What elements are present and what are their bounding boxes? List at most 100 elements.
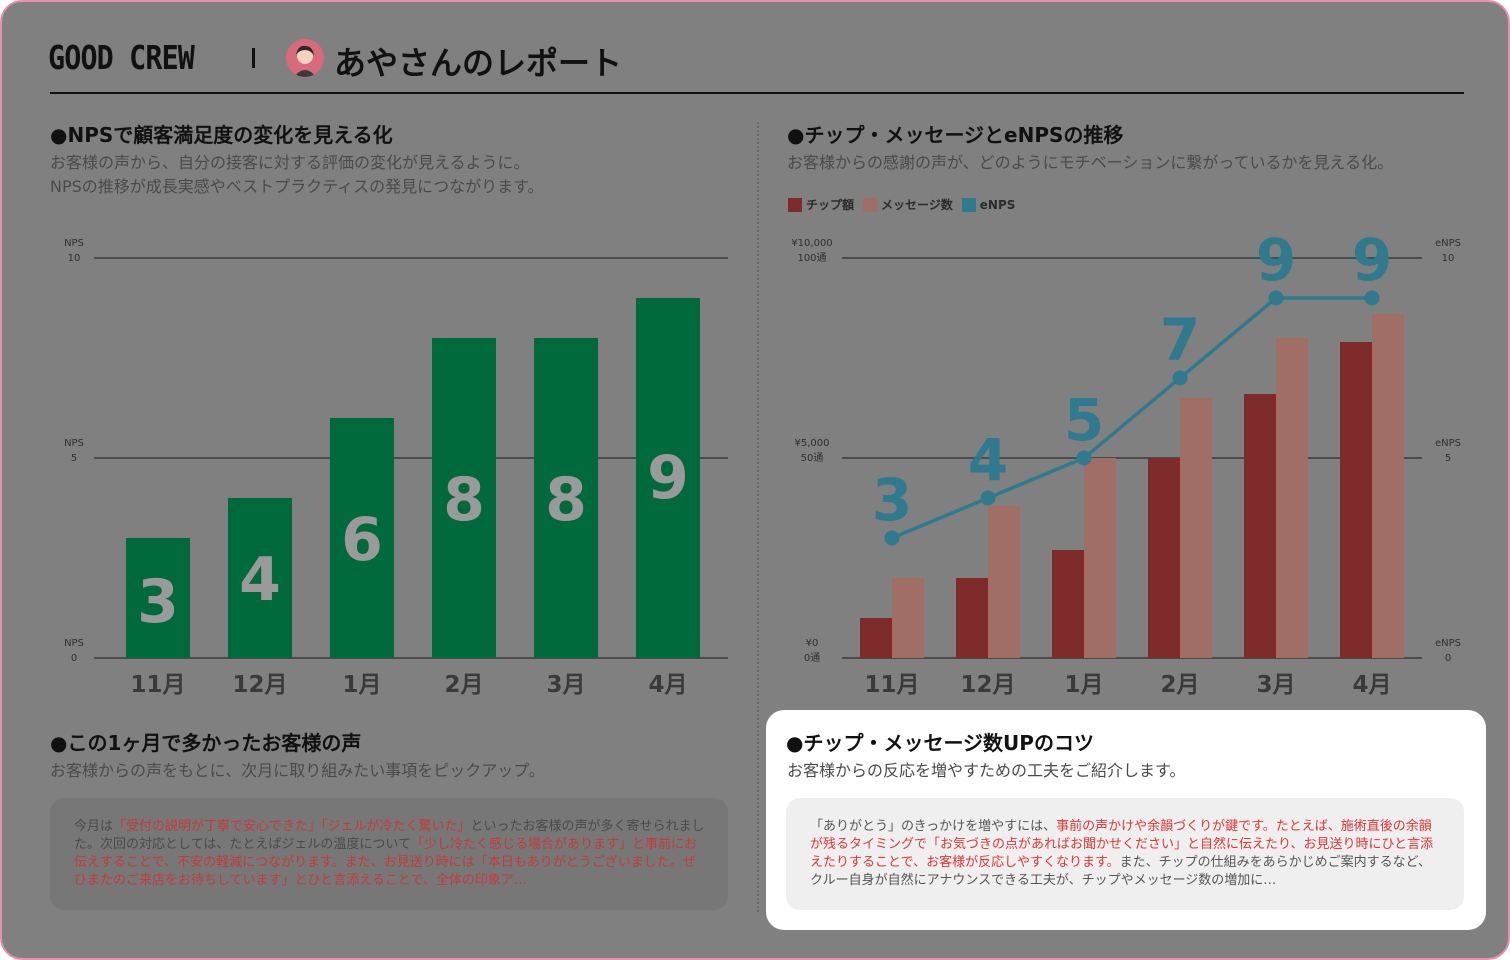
message-count-bar (1084, 458, 1116, 658)
nps-section-subtitle-1: お客様の声から、自分の接客に対する評価の変化が見えるように。 (50, 153, 530, 172)
header-divider (50, 92, 1464, 94)
y-tick-label: NPS (64, 438, 84, 449)
y-tick-label: NPS (64, 638, 84, 649)
message-count-bar (892, 578, 924, 658)
legend-item-tips: チップ額 (788, 196, 854, 213)
enps-point (980, 490, 996, 506)
nps-bar-value: 6 (341, 505, 383, 575)
x-tick-label: 11月 (130, 672, 185, 698)
enps-value-label: 4 (968, 426, 1008, 494)
nps-bar (534, 338, 598, 658)
tips-trend-section-subtitle: お客様からの感謝の声が、どのようにモチベーションに繋がっているかを見える化。 (787, 153, 1394, 172)
nps-bar-value: 4 (239, 545, 281, 615)
nps-bar (432, 338, 496, 658)
voices-section-subtitle: お客様からの声をもとに、次月に取り組みたい事項をピックアップ。 (50, 761, 545, 780)
y2-tick-label: 0 (1445, 653, 1451, 664)
legend-item-enps: eNPS (961, 197, 1016, 212)
y2-tick-label: 10 (1442, 253, 1455, 264)
x-tick-label: 4月 (1352, 672, 1391, 698)
nps-section-title: ●NPSで顧客満足度の変化を見える化 (50, 123, 393, 147)
tips-section-subtitle: お客様からの反応を増やすための工夫をご紹介します。 (787, 761, 1186, 780)
legend-item-messages: メッセージ数 (863, 196, 953, 213)
enps-value-label: 3 (872, 466, 912, 534)
tip-text-segment: 事前の声かけや余韻づくりが鍵です。たとえば、施術直後の余韻が残るタイミングで「お… (810, 819, 1434, 870)
y2-tick-label: eNPS (1435, 438, 1461, 449)
tips-text: 「ありがとう」のきっかけを増やすには、事前の声かけや余韻づくりが鍵です。たとえば… (810, 818, 1442, 890)
nps-section-subtitle-2: NPSの推移が成長実感やベストプラクティスの発見につながります。 (50, 177, 544, 196)
tips-enps-chart: ¥10,000 100通 ¥5,000 50通 ¥0 0通 eNPS 10 eNPS 5 eNPS 0… (791, 226, 1461, 698)
chart-legend: チップ額 メッセージ数 eNPS (788, 196, 1024, 213)
enps-value-label: 7 (1160, 306, 1200, 374)
tips-card: 「ありがとう」のきっかけを増やすには、事前の声かけや余韻づくりが鍵です。たとえば… (786, 798, 1464, 910)
customer-voices-card: 今月は「受付の説明が丁寧で安心できた」「ジェルが冷たく驚いた」といったお客様の声… (50, 798, 728, 910)
x-tick-label: 12月 (960, 672, 1015, 698)
nps-bar-value: 9 (647, 443, 689, 513)
enps-point (1076, 450, 1092, 466)
voice-text-segment: といったお客様の声が多く寄せられました。次回の対応としては、たとえばジェルの温度… (74, 819, 705, 852)
x-tick-label: 12月 (232, 672, 287, 698)
legend-swatch (863, 197, 878, 212)
message-count-bar (1180, 398, 1212, 658)
tips-trend-section-title: ●チップ・メッセージとeNPSの推移 (787, 123, 1124, 147)
customer-voices-text: 今月は「受付の説明が丁寧で安心できた」「ジェルが冷たく驚いた」といったお客様の声… (74, 818, 706, 890)
tip-amount-bar (1052, 550, 1084, 658)
y2-tick-label: eNPS (1435, 638, 1461, 649)
enps-point (1268, 290, 1284, 306)
y-tick-label: 0 (71, 653, 77, 664)
enps-value-label: 5 (1064, 386, 1104, 454)
y-tick-label: 50通 (801, 452, 824, 464)
y2-tick-label: 5 (1445, 453, 1451, 464)
legend-label: チップ額 (806, 198, 855, 212)
tip-text-segment: 「ありがとう」のきっかけを増やすには、 (810, 819, 1057, 834)
nps-bar (330, 418, 394, 658)
legend-swatch (788, 197, 802, 212)
nps-bar-value: 3 (137, 567, 179, 637)
x-tick-label: 2月 (1160, 672, 1199, 698)
x-tick-label: 11月 (864, 672, 919, 698)
enps-value-label: 9 (1256, 226, 1296, 294)
nps-bar-value: 8 (545, 465, 587, 535)
message-count-bar (988, 506, 1020, 658)
tips-panel: ●チップ・メッセージ数UPのコツ お客様からの反応を増やすための工夫をご紹介しま… (766, 710, 1486, 930)
y-tick-label: ¥5,000 (795, 438, 830, 449)
y-tick-label: 5 (71, 453, 77, 464)
legend-label: メッセージ数 (881, 198, 953, 212)
tips-section-title: ●チップ・メッセージ数UPのコツ (786, 731, 1094, 755)
y-tick-label: 0通 (804, 652, 820, 664)
avatar (286, 39, 324, 77)
enps-point (1172, 370, 1188, 386)
tip-amount-bar (1244, 394, 1276, 658)
nps-bar (228, 498, 292, 658)
report-title: あやさんのレポート (334, 44, 623, 82)
voice-text-segment: 今月は (74, 819, 114, 834)
x-tick-label: 2月 (444, 672, 483, 698)
legend-swatch (961, 197, 976, 212)
enps-line (891, 296, 1372, 540)
x-tick-label: 1月 (342, 672, 381, 698)
tip-text-segment: また、チップの仕組みをあらかじめご案内するなど、クルー自身が自然にアナウンスでき… (810, 855, 1432, 888)
tip-amount-bar (860, 618, 892, 658)
legend-label: eNPS (979, 197, 1016, 212)
y-tick-label: 10 (68, 253, 81, 264)
y-tick-label: 100通 (797, 252, 826, 264)
y-tick-label: ¥0 (806, 638, 819, 649)
header-separator (252, 48, 255, 68)
y-tick-label: ¥10,000 (791, 238, 832, 249)
x-tick-label: 4月 (648, 672, 687, 698)
column-divider (757, 122, 759, 912)
nps-bar (126, 538, 190, 658)
x-tick-label: 1月 (1064, 672, 1103, 698)
nps-bar-chart: NPS 10 NPS 5 NPS 0 3 11月 4 12月 6 1月 8 2月 8 3月 9 4月 (64, 238, 728, 698)
x-tick-label: 3月 (1256, 672, 1295, 698)
y-tick-label: NPS (64, 238, 84, 249)
voices-section-title: ●この1ヶ月で多かったお客様の声 (50, 731, 362, 755)
message-count-bar (1372, 314, 1404, 658)
nps-bar-value: 8 (443, 465, 485, 535)
voice-text-segment: 「受付の説明が丁寧で安心できた」「ジェルが冷たく驚いた」 (113, 819, 471, 834)
tip-amount-bar (1148, 458, 1180, 658)
voice-text-segment: 「少し冷たく感じる場合があります」と事前にお伝えすることで、不安の軽減につながり… (74, 837, 697, 888)
enps-value-label: 9 (1352, 226, 1392, 294)
tip-amount-bar (956, 578, 988, 658)
tip-amount-bar (1340, 342, 1372, 658)
